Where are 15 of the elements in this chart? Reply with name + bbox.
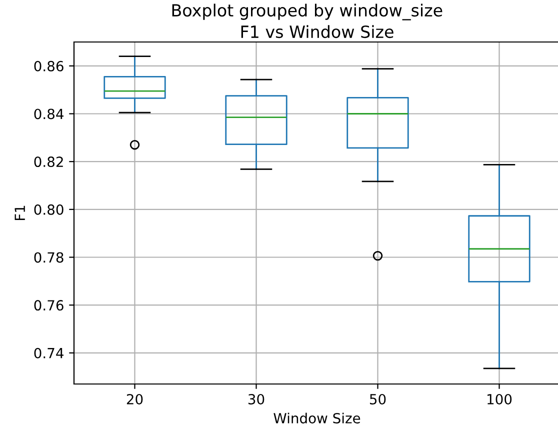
chart-subtitle: F1 vs Window Size — [241, 25, 394, 38]
y-tick-label: 0.86 — [34, 60, 64, 72]
y-tick-label: 0.74 — [34, 348, 64, 358]
y-tick-label: 0.76 — [34, 300, 64, 311]
x-tick-label: 50 — [370, 394, 386, 404]
y-tick-label: 0.78 — [34, 252, 64, 263]
x-tick-label: 100 — [488, 394, 512, 404]
x-axis-title: Window Size — [274, 412, 360, 424]
x-tick-label: 20 — [126, 394, 143, 404]
y-tick-label: 0.82 — [34, 156, 63, 168]
x-tick-label: 30 — [248, 394, 264, 404]
y-axis-title: F1 — [14, 206, 25, 220]
y-tick-label: 0.80 — [34, 204, 64, 215]
chart-title: Boxplot grouped by window_size — [172, 4, 442, 20]
y-tick-label: 0.84 — [34, 108, 64, 120]
